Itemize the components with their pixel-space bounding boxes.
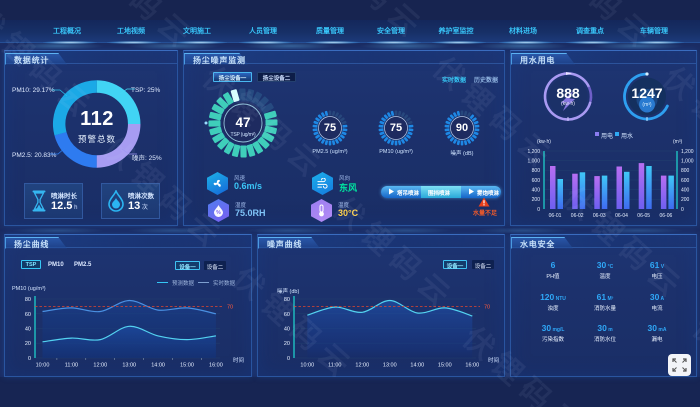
svg-text:1,000: 1,000 — [527, 159, 540, 165]
svg-text:20: 20 — [284, 341, 290, 347]
svg-text:06-02: 06-02 — [571, 213, 584, 219]
svg-text:16:00: 16:00 — [465, 363, 479, 369]
svg-text:70: 70 — [227, 304, 233, 310]
svg-text:10:00: 10:00 — [36, 363, 50, 369]
svg-text:0: 0 — [287, 356, 290, 362]
svg-text:11:00: 11:00 — [65, 363, 78, 369]
svg-text:20: 20 — [25, 341, 31, 347]
svg-text:80: 80 — [25, 297, 31, 303]
svg-text:600: 600 — [532, 178, 541, 184]
svg-text:60: 60 — [284, 312, 290, 318]
svg-text:06-06: 06-06 — [660, 213, 673, 219]
svg-text:13:00: 13:00 — [122, 363, 136, 369]
svg-text:0: 0 — [28, 356, 31, 362]
svg-text:200: 200 — [681, 197, 690, 203]
svg-text:06-03: 06-03 — [593, 213, 606, 219]
svg-text:14:00: 14:00 — [410, 363, 424, 369]
svg-text:时间: 时间 — [488, 356, 499, 364]
svg-text:时间: 时间 — [233, 356, 244, 364]
svg-text:40: 40 — [25, 327, 31, 333]
svg-text:%: % — [216, 210, 221, 216]
svg-text:80: 80 — [284, 297, 290, 303]
svg-text:0: 0 — [681, 207, 684, 213]
svg-text:1,200: 1,200 — [681, 149, 694, 155]
svg-text:(kw·h): (kw·h) — [537, 139, 551, 145]
svg-text:60: 60 — [25, 312, 31, 318]
svg-text:40: 40 — [284, 327, 290, 333]
svg-text:15:00: 15:00 — [180, 363, 194, 369]
svg-text:800: 800 — [681, 168, 690, 174]
svg-text:200: 200 — [532, 197, 541, 203]
svg-text:12:00: 12:00 — [93, 363, 107, 369]
svg-text:10:00: 10:00 — [300, 363, 314, 369]
svg-text:13:00: 13:00 — [383, 363, 397, 369]
svg-text:16:00: 16:00 — [209, 363, 223, 369]
svg-text:06-04: 06-04 — [615, 213, 628, 219]
svg-text:14:00: 14:00 — [151, 363, 165, 369]
svg-text:0: 0 — [537, 207, 540, 213]
svg-text:400: 400 — [681, 188, 690, 194]
svg-text:70: 70 — [484, 304, 490, 310]
svg-text:400: 400 — [532, 188, 541, 194]
svg-text:11:00: 11:00 — [328, 363, 341, 369]
svg-text:1,000: 1,000 — [681, 159, 694, 165]
svg-text:06-01: 06-01 — [549, 213, 562, 219]
svg-text:1,200: 1,200 — [527, 149, 540, 155]
svg-text:06-05: 06-05 — [637, 213, 650, 219]
svg-text:800: 800 — [532, 168, 541, 174]
svg-text:(m³): (m³) — [673, 139, 682, 145]
svg-text:15:00: 15:00 — [438, 363, 452, 369]
svg-text:12:00: 12:00 — [355, 363, 369, 369]
svg-text:600: 600 — [681, 178, 690, 184]
